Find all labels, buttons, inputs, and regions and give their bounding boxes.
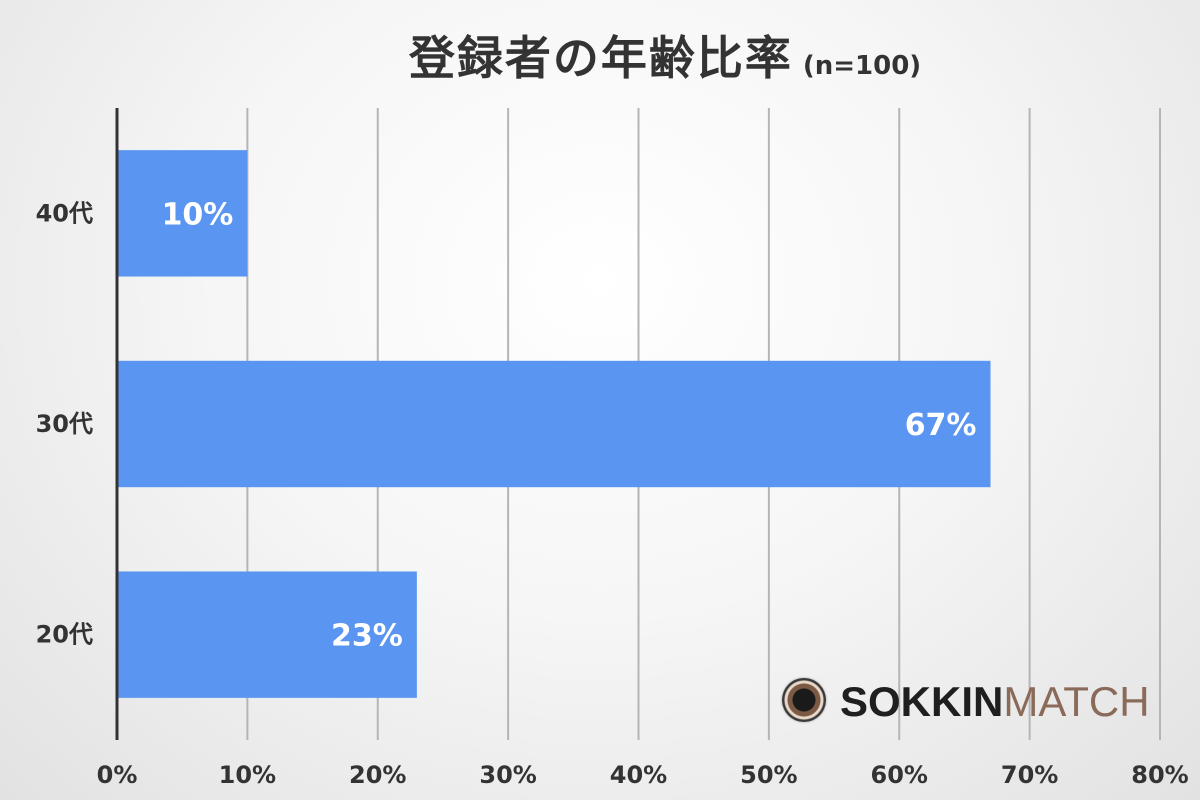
x-tick-label: 70% (1001, 761, 1058, 789)
bars (117, 150, 991, 698)
x-tick-label: 10% (219, 761, 276, 789)
category-label: 20代 (36, 621, 93, 649)
logo-text-match: MATCH (1003, 678, 1150, 725)
sokkin-match-logo: SOKKINMATCH (778, 674, 1178, 736)
bar (117, 571, 417, 698)
data-label: 10% (162, 197, 234, 232)
x-tick-label: 40% (610, 761, 667, 789)
labels: 0% 10% 20% 30% 40% 50% 60% 70% 80% 40代 10% 30代 67% 20… (36, 197, 1189, 789)
x-tick-label: 30% (479, 761, 536, 789)
data-label: 23% (331, 619, 403, 654)
logo-text-sokkin: SOKKIN (840, 678, 1004, 725)
x-tick-label: 0% (97, 761, 138, 789)
chart-title-block: 登録者の年齢比率 (n=100) (0, 22, 1200, 88)
chart-title: 登録者の年齢比率 (408, 31, 793, 85)
logo-wordmark: SOKKINMATCH (840, 678, 1150, 726)
category-label: 40代 (36, 199, 93, 227)
data-label: 67% (905, 408, 977, 443)
bar (117, 360, 991, 488)
x-tick-label: 80% (1131, 761, 1188, 789)
logo-ring-icon (782, 678, 826, 722)
x-tick-label: 50% (740, 761, 797, 789)
chart-subtitle: (n=100) (802, 51, 922, 81)
x-tick-label: 20% (349, 761, 406, 789)
bar (117, 150, 248, 277)
x-tick-label: 60% (871, 761, 928, 789)
category-label: 30代 (36, 410, 93, 438)
